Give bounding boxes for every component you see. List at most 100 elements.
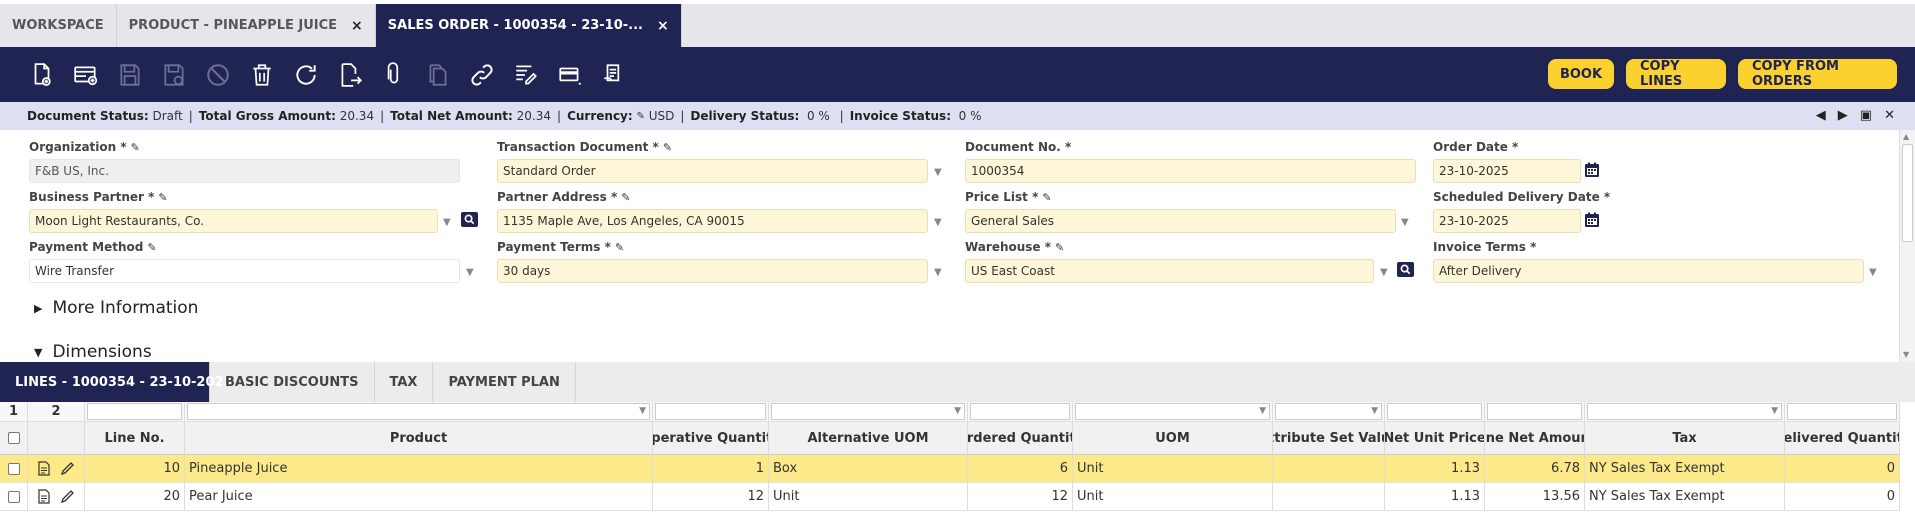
column-header-tax[interactable]: Tax xyxy=(1585,422,1785,455)
pencil-icon[interactable]: ✎ xyxy=(636,110,645,122)
dimensions-section[interactable]: ▼ Dimensions xyxy=(34,342,152,362)
next-record-icon[interactable]: ▶ xyxy=(1837,108,1848,123)
filter-product[interactable]: ▼ xyxy=(185,402,653,422)
column-header-product[interactable]: Product xyxy=(185,422,653,455)
filter-input[interactable]: ▼ xyxy=(771,403,965,420)
filter-input[interactable] xyxy=(87,403,182,420)
document-no-input[interactable]: 1000354 xyxy=(965,159,1416,183)
filter-net-unit-price[interactable] xyxy=(1385,402,1485,422)
close-icon[interactable]: × xyxy=(351,17,363,34)
filter-input[interactable]: ▼ xyxy=(1275,403,1382,420)
new-row-icon[interactable] xyxy=(64,55,108,95)
email-icon[interactable] xyxy=(592,55,636,95)
filter-delivered-quantity[interactable] xyxy=(1785,402,1900,422)
link-icon[interactable] xyxy=(460,55,504,95)
invoice-terms-select[interactable]: After Delivery xyxy=(1433,259,1864,283)
scheduled-delivery-date-input[interactable]: 23-10-2025 xyxy=(1433,209,1581,233)
close-form-icon[interactable]: ✕ xyxy=(1884,108,1895,123)
tab-tax[interactable]: TAX xyxy=(375,362,434,402)
column-header-delivered-quantity[interactable]: Delivered Quantity xyxy=(1785,422,1900,455)
print-icon[interactable] xyxy=(548,55,592,95)
payment-terms-select[interactable]: 30 days xyxy=(497,259,928,283)
search-icon[interactable] xyxy=(1397,262,1414,277)
level-1[interactable]: 1 xyxy=(0,402,28,422)
tab-sales-order[interactable]: SALES ORDER - 1000354 - 23-10-... × xyxy=(375,4,682,47)
filter-tax[interactable]: ▼ xyxy=(1585,402,1785,422)
select-all-checkbox[interactable] xyxy=(7,432,20,444)
edit-pencil-icon[interactable] xyxy=(60,461,75,476)
filter-input[interactable] xyxy=(655,403,766,420)
partner-address-select[interactable]: 1135 Maple Ave, Los Angeles, CA 90015 xyxy=(497,209,928,233)
column-header-net-unit-price[interactable]: Net Unit Price xyxy=(1385,422,1485,455)
pencil-icon[interactable]: ✎ xyxy=(130,141,140,154)
column-header-alternative-uom[interactable]: Alternative UOM xyxy=(769,422,968,455)
payment-method-select[interactable]: Wire Transfer xyxy=(29,259,460,283)
column-header-line-net-amount[interactable]: Line Net Amount xyxy=(1485,422,1585,455)
pencil-icon[interactable]: ✎ xyxy=(614,241,625,254)
tab-workspace[interactable]: WORKSPACE xyxy=(0,4,117,47)
tab-lines[interactable]: LINES - 1000354 - 23-10-2025 ... xyxy=(0,362,252,402)
book-button[interactable]: BOOK xyxy=(1548,59,1614,89)
level-2[interactable]: 2 xyxy=(28,402,85,422)
pencil-icon[interactable]: ✎ xyxy=(158,191,168,204)
save-close-icon[interactable] xyxy=(152,55,196,95)
copy-lines-button[interactable]: COPY LINES xyxy=(1626,59,1726,89)
filter-attribute-set-value[interactable]: ▼ xyxy=(1273,402,1385,422)
chevron-down-icon[interactable]: ▼ xyxy=(934,217,942,228)
maximize-icon[interactable]: ▣ xyxy=(1859,108,1873,123)
filter-input[interactable]: ▼ xyxy=(187,403,650,420)
price-list-select[interactable]: General Sales xyxy=(965,209,1396,233)
refresh-icon[interactable] xyxy=(284,55,328,95)
calendar-icon[interactable] xyxy=(1584,212,1600,228)
pencil-icon[interactable]: ✎ xyxy=(662,141,673,154)
chevron-down-icon[interactable]: ▼ xyxy=(1259,406,1266,416)
search-icon[interactable] xyxy=(461,212,478,227)
filter-input[interactable]: ▼ xyxy=(1075,403,1270,420)
table-row[interactable]: 20 Pear Juice 12 Unit 12 Unit 1.13 13.56… xyxy=(0,483,1900,511)
column-header-operative-quantity[interactable]: Operative Quantity xyxy=(653,422,769,455)
previous-record-icon[interactable]: ◀ xyxy=(1815,108,1826,123)
transaction-document-select[interactable]: Standard Order xyxy=(497,159,928,183)
filter-input[interactable] xyxy=(970,403,1070,420)
chevron-down-icon[interactable]: ▼ xyxy=(443,217,451,228)
chevron-down-icon[interactable]: ▼ xyxy=(639,406,646,416)
chevron-down-icon[interactable]: ▼ xyxy=(934,267,942,278)
chevron-down-icon[interactable]: ▼ xyxy=(1771,406,1778,416)
save-icon[interactable] xyxy=(108,55,152,95)
open-form-icon[interactable] xyxy=(37,489,51,504)
row-checkbox[interactable] xyxy=(7,462,20,475)
column-header-uom[interactable]: UOM xyxy=(1073,422,1273,455)
pencil-icon[interactable]: ✎ xyxy=(1055,241,1065,254)
chevron-down-icon[interactable]: ▼ xyxy=(934,167,942,178)
column-header-ordered-quantity[interactable]: Ordered Quantity xyxy=(968,422,1073,455)
filter-line-net-amount[interactable] xyxy=(1485,402,1585,422)
attachment-icon[interactable] xyxy=(372,55,416,95)
chevron-down-icon[interactable]: ▼ xyxy=(1869,267,1877,278)
filter-alternative-uom[interactable]: ▼ xyxy=(769,402,968,422)
filter-input[interactable] xyxy=(1387,403,1482,420)
organization-input[interactable]: F&B US, Inc. xyxy=(29,159,460,183)
warehouse-select[interactable]: US East Coast xyxy=(965,259,1374,283)
tab-product-pineapple-juice[interactable]: PRODUCT - PINEAPPLE JUICE × xyxy=(116,4,376,47)
filter-ordered-quantity[interactable] xyxy=(968,402,1073,422)
column-header-attribute-set-value[interactable]: Attribute Set Value xyxy=(1273,422,1385,455)
filter-input[interactable] xyxy=(1787,403,1897,420)
audit-trail-icon[interactable] xyxy=(504,55,548,95)
chevron-down-icon[interactable]: ▼ xyxy=(1371,406,1378,416)
form-scrollbar[interactable]: ▲ ▼ xyxy=(1899,130,1915,362)
order-date-input[interactable]: 23-10-2025 xyxy=(1433,159,1581,183)
filter-input[interactable]: ▼ xyxy=(1587,403,1782,420)
pencil-icon[interactable]: ✎ xyxy=(621,191,631,204)
filter-uom[interactable]: ▼ xyxy=(1073,402,1273,422)
copy-from-orders-button[interactable]: COPY FROM ORDERS xyxy=(1738,59,1897,89)
new-document-icon[interactable] xyxy=(20,55,64,95)
chevron-down-icon[interactable]: ▼ xyxy=(1401,217,1409,228)
close-icon[interactable]: × xyxy=(657,17,669,34)
more-information-section[interactable]: ▶ More Information xyxy=(34,298,198,318)
scroll-down-icon[interactable]: ▼ xyxy=(1903,350,1910,359)
calendar-icon[interactable] xyxy=(1584,162,1600,178)
row-checkbox[interactable] xyxy=(7,490,20,503)
delete-icon[interactable] xyxy=(240,55,284,95)
copy-record-icon[interactable] xyxy=(416,55,460,95)
filter-input[interactable] xyxy=(1487,403,1582,420)
